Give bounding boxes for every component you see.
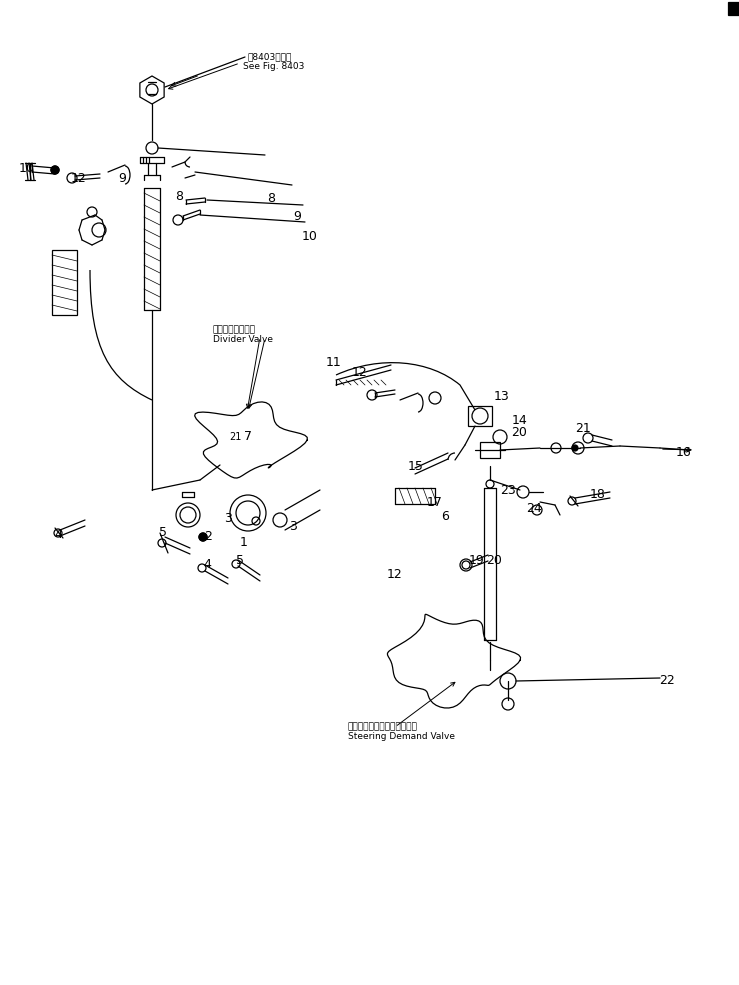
Text: 3: 3: [289, 520, 297, 534]
Bar: [728, 2, 739, 15]
Text: 9: 9: [118, 172, 126, 185]
Text: 12: 12: [387, 568, 403, 581]
Text: 9: 9: [293, 211, 301, 224]
Text: 12: 12: [71, 171, 87, 184]
Text: 12: 12: [352, 365, 368, 378]
Text: ステアリングデマンドバルブ: ステアリングデマンドバルブ: [348, 722, 418, 731]
Text: 7: 7: [244, 429, 252, 442]
Text: 23: 23: [500, 484, 516, 496]
Text: 5: 5: [236, 554, 244, 566]
Text: 24: 24: [526, 501, 542, 514]
Text: 4: 4: [54, 528, 62, 541]
Text: 20: 20: [511, 426, 527, 438]
Circle shape: [572, 445, 578, 451]
Circle shape: [199, 533, 207, 541]
Text: 16: 16: [676, 446, 692, 459]
Text: 17: 17: [427, 495, 443, 508]
Text: 1: 1: [240, 537, 248, 550]
Bar: [480, 442, 500, 458]
Text: 21: 21: [575, 422, 591, 434]
Bar: [52, 250, 77, 315]
Text: 2: 2: [204, 531, 212, 544]
Text: 19: 19: [469, 555, 485, 567]
Text: 13: 13: [494, 389, 510, 403]
Text: 21: 21: [229, 432, 241, 442]
Text: 4: 4: [203, 558, 211, 571]
Text: 8: 8: [267, 191, 275, 205]
Text: 18: 18: [590, 488, 606, 500]
Text: See Fig. 8403: See Fig. 8403: [243, 62, 304, 71]
Text: Divider Valve: Divider Valve: [213, 335, 273, 344]
Text: 10: 10: [19, 162, 35, 174]
Text: 第8403図参照: 第8403図参照: [248, 52, 293, 61]
Text: 22: 22: [659, 674, 675, 687]
Circle shape: [51, 166, 59, 174]
Bar: [468, 406, 492, 426]
Text: 14: 14: [512, 414, 528, 427]
Text: 6: 6: [441, 509, 449, 522]
Text: ディバイダバルブ: ディバイダバルブ: [213, 325, 256, 334]
Text: 11: 11: [326, 356, 342, 368]
Text: 20: 20: [486, 555, 502, 567]
Text: 5: 5: [159, 527, 167, 540]
Text: 3: 3: [224, 511, 232, 524]
Text: Steering Demand Valve: Steering Demand Valve: [348, 732, 455, 741]
Text: 15: 15: [408, 461, 424, 474]
Text: 10: 10: [302, 230, 318, 242]
Text: 8: 8: [175, 189, 183, 203]
